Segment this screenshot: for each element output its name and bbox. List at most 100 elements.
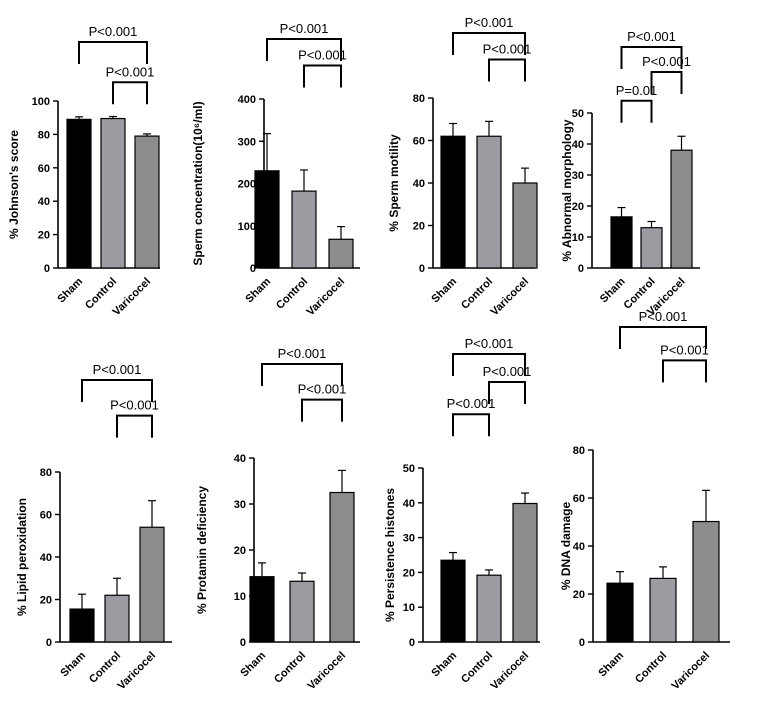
y-tick-label: 100: [238, 221, 256, 233]
category-label: Varicocel: [488, 650, 531, 693]
y-axis-label: % Persistence histones: [383, 488, 397, 622]
bar-varicocel: [512, 502, 538, 643]
significance-label: P<0.001: [106, 64, 155, 79]
y-tick-label: 30: [572, 170, 584, 182]
bar-sham: [440, 135, 466, 269]
y-tick-label: 0: [578, 263, 584, 275]
y-tick-label: 30: [403, 533, 415, 545]
category-label: Sham: [429, 275, 459, 305]
y-tick-label: 60: [40, 510, 52, 522]
category-label: Sham: [55, 275, 85, 305]
y-tick-label: 40: [40, 552, 52, 564]
category-label: Varicocel: [488, 276, 531, 319]
bar-control: [104, 594, 130, 643]
bar-varicocel: [328, 238, 354, 269]
y-tick-label: 80: [573, 445, 585, 457]
bar-control: [291, 190, 317, 269]
bar-sham: [610, 216, 633, 269]
bar-sham: [249, 576, 275, 643]
y-tick-label: 400: [238, 94, 256, 106]
bar-control: [476, 574, 502, 643]
chart-panel-concentration: 0 100 200 300 400 Sperm concentration(10⁶/ml)…: [191, 21, 360, 318]
chart-panel-dna: 0 20 40 60 80 % DNA damage Sham Control Varicoce…: [559, 309, 730, 692]
significance-bracket: [261, 363, 343, 386]
y-tick-label: 80: [38, 129, 50, 141]
category-label: Varicocel: [305, 650, 348, 693]
y-tick-label: 20: [403, 567, 415, 579]
bar-varicocel: [512, 182, 538, 269]
y-tick-label: 20: [573, 589, 585, 601]
bar-varicocel: [139, 526, 165, 643]
significance-label: P<0.001: [447, 396, 496, 411]
category-label: Sham: [238, 649, 268, 679]
significance-bracket: [78, 41, 148, 64]
bar-sham: [254, 170, 280, 269]
y-tick-label: 0: [250, 263, 256, 275]
y-axis-label: % Abnormal morphology: [560, 119, 574, 262]
significance-bracket: [488, 58, 526, 82]
significance-label: P=0.01: [616, 83, 658, 98]
y-tick-label: 10: [403, 602, 415, 614]
y-axis-label: % DNA damage: [559, 502, 573, 591]
y-tick-label: 30: [234, 499, 246, 511]
y-tick-label: 50: [572, 108, 584, 120]
significance-label: P<0.001: [642, 54, 691, 69]
bar-control: [289, 580, 315, 643]
significance-bracket: [452, 413, 490, 437]
y-tick-label: 60: [38, 163, 50, 175]
category-label: Sham: [596, 649, 626, 679]
y-tick-label: 0: [409, 637, 415, 649]
y-tick-label: 40: [38, 196, 50, 208]
significance-label: P<0.001: [660, 342, 709, 357]
bar-varicocel: [670, 149, 693, 269]
y-tick-label: 40: [572, 139, 584, 151]
y-tick-label: 100: [32, 96, 50, 108]
category-label: Control: [459, 276, 495, 312]
y-tick-label: 10: [234, 591, 246, 603]
significance-label: P<0.001: [93, 362, 142, 377]
category-label: Control: [274, 276, 310, 312]
y-tick-label: 60: [413, 136, 425, 148]
y-tick-label: 80: [40, 467, 52, 479]
bar-sham: [440, 559, 466, 643]
y-tick-label: 40: [403, 498, 415, 510]
y-tick-label: 0: [44, 263, 50, 275]
significance-label: P<0.001: [639, 309, 688, 324]
category-label: Sham: [429, 649, 459, 679]
chart-panel-histones: 0 10 20 30 40 50 % Persistence histones Sham Con…: [383, 336, 540, 692]
y-tick-label: 40: [573, 541, 585, 553]
significance-bracket: [452, 32, 526, 55]
y-axis-label: Sperm concentration(10⁶/ml): [191, 101, 205, 265]
significance-label: P<0.001: [89, 24, 138, 39]
y-tick-label: 50: [403, 463, 415, 475]
significance-bracket: [452, 353, 526, 376]
category-label: Control: [459, 650, 495, 686]
y-tick-label: 20: [234, 545, 246, 557]
bar-control: [100, 117, 126, 269]
bar-sham: [66, 118, 92, 269]
significance-label: P<0.001: [110, 398, 159, 413]
significance-bracket: [112, 81, 148, 105]
significance-label: P<0.001: [465, 336, 514, 351]
bar-sham: [69, 608, 95, 643]
significance-bracket: [301, 398, 343, 422]
significance-bracket: [662, 359, 707, 383]
y-tick-label: 60: [573, 493, 585, 505]
category-label: Control: [272, 650, 308, 686]
y-tick-label: 20: [40, 595, 52, 607]
category-label: Control: [633, 650, 669, 686]
significance-label: P<0.001: [483, 364, 532, 379]
significance-label: P<0.001: [465, 15, 514, 30]
bar-sham: [606, 582, 634, 643]
significance-bracket: [81, 379, 153, 402]
significance-label: P<0.001: [483, 41, 532, 56]
category-label: Sham: [58, 649, 88, 679]
significance-label: P<0.001: [298, 382, 347, 397]
y-tick-label: 20: [572, 201, 584, 213]
y-tick-label: 20: [38, 230, 50, 242]
y-tick-label: 20: [413, 221, 425, 233]
bar-varicocel: [692, 520, 720, 643]
chart-panel-motility: 0 20 40 60 80 % Sperm motility Sham ControlVari…: [387, 15, 538, 319]
